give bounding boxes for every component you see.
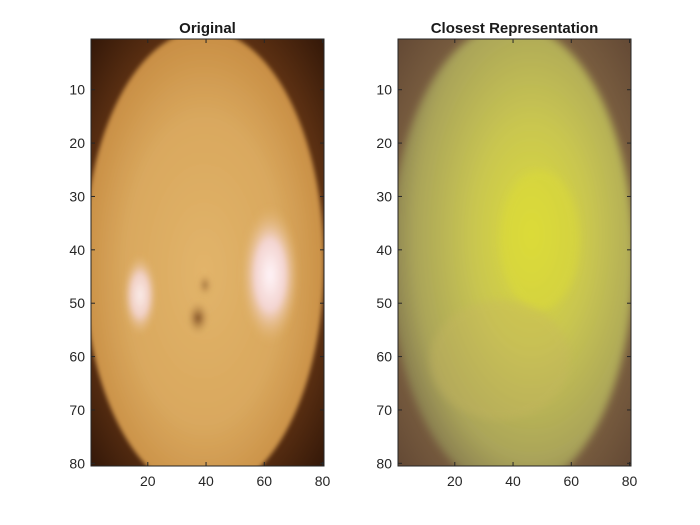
y-tick-label: 80 xyxy=(376,455,392,471)
subplot-title: Original xyxy=(179,20,236,37)
y-tick-label: 30 xyxy=(376,188,392,204)
subplot-original: Original 20 40 60 80 10 20 30 40 50 60 70 80 xyxy=(69,20,331,489)
x-tick-label: 60 xyxy=(564,473,580,489)
x-tick-label: 80 xyxy=(315,473,331,489)
x-tick-label: 80 xyxy=(622,473,638,489)
y-tick-label: 10 xyxy=(69,82,85,98)
y-tick-label: 30 xyxy=(69,188,85,204)
axes-box xyxy=(90,38,325,467)
subplot-title: Closest Representation xyxy=(431,20,599,37)
y-tick-label: 40 xyxy=(69,242,85,258)
y-tick-label: 50 xyxy=(376,295,392,311)
x-tick-label: 40 xyxy=(505,473,521,489)
y-tick-label: 70 xyxy=(376,402,392,418)
y-tick-label: 10 xyxy=(376,82,392,98)
original-image xyxy=(91,39,324,466)
y-tick-label: 70 xyxy=(69,402,85,418)
reconstruction-image xyxy=(398,39,631,466)
y-tick-label: 40 xyxy=(376,242,392,258)
y-tick-label: 80 xyxy=(69,455,85,471)
y-tick-label: 20 xyxy=(69,135,85,151)
y-tick-label: 20 xyxy=(376,135,392,151)
x-tick-label: 60 xyxy=(257,473,273,489)
y-tick-label: 60 xyxy=(376,349,392,365)
y-tick-label: 50 xyxy=(69,295,85,311)
axes-box xyxy=(397,38,632,467)
x-tick-label: 40 xyxy=(198,473,214,489)
subplot-closest-representation: Closest Representation 20 40 60 80 10 20 30 40 5… xyxy=(376,20,638,489)
x-tick-label: 20 xyxy=(140,473,156,489)
x-tick-label: 20 xyxy=(447,473,463,489)
y-tick-label: 60 xyxy=(69,349,85,365)
